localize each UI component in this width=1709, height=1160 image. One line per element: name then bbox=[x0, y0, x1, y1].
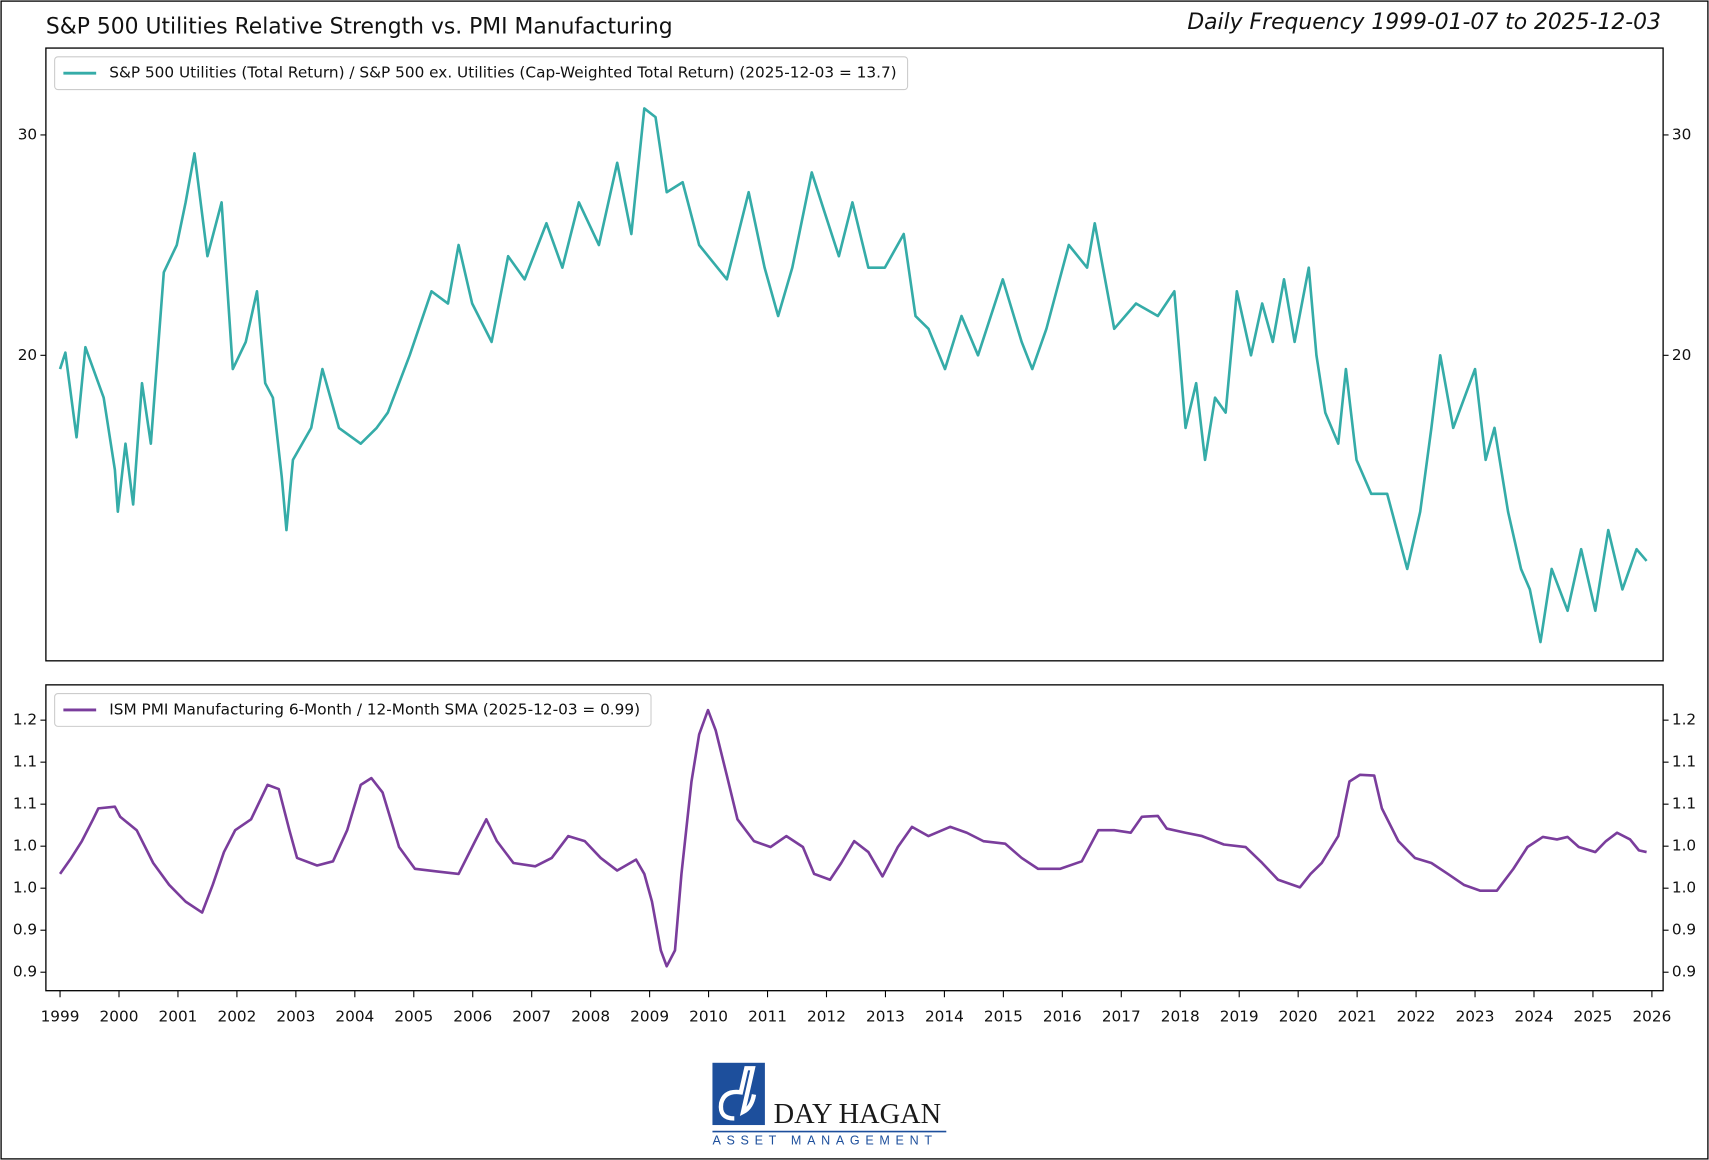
y-tick-label: 1.2 bbox=[13, 711, 37, 729]
series-line bbox=[58, 107, 1648, 644]
x-tick-label: 2006 bbox=[453, 1007, 492, 1025]
x-tick-label: 2011 bbox=[748, 1007, 787, 1025]
x-tick-label: 2008 bbox=[571, 1007, 610, 1025]
x-tick-label: 2004 bbox=[335, 1007, 374, 1025]
x-tick-label: 2003 bbox=[276, 1007, 315, 1025]
y-tick-label-right: 1.0 bbox=[1672, 837, 1696, 855]
y-tick-label: 0.9 bbox=[13, 921, 37, 939]
x-tick-label: 2022 bbox=[1397, 1007, 1436, 1025]
x-tick-label: 2000 bbox=[100, 1007, 139, 1025]
x-tick-label: 2012 bbox=[807, 1007, 846, 1025]
x-tick-label: 2002 bbox=[217, 1007, 256, 1025]
x-tick-label: 2023 bbox=[1456, 1007, 1495, 1025]
x-tick-label: 2019 bbox=[1220, 1007, 1259, 1025]
logo: DAY HAGAN ASSET MANAGEMENT bbox=[712, 1062, 947, 1148]
y-tick-label: 1.0 bbox=[13, 837, 37, 855]
x-tick-label: 2020 bbox=[1279, 1007, 1318, 1025]
y-tick-label-right: 1.1 bbox=[1672, 795, 1696, 813]
legend: ISM PMI Manufacturing 6-Month / 12-Month… bbox=[54, 693, 652, 727]
legend: S&P 500 Utilities (Total Return) / S&P 5… bbox=[54, 56, 909, 91]
x-tick-label: 2013 bbox=[866, 1007, 905, 1025]
x-tick-label: 2024 bbox=[1515, 1007, 1554, 1025]
legend-box bbox=[54, 56, 909, 91]
legend-label: ISM PMI Manufacturing 6-Month / 12-Month… bbox=[109, 700, 640, 718]
x-tick-label: 2014 bbox=[925, 1007, 964, 1025]
y-tick-label-right: 20 bbox=[1672, 346, 1691, 364]
y-tick-label-right: 1.0 bbox=[1672, 879, 1696, 897]
x-tick-label: 2010 bbox=[689, 1007, 728, 1025]
x-tick-label: 2001 bbox=[159, 1007, 198, 1025]
chart-title: S&P 500 Utilities Relative Strength vs. … bbox=[46, 14, 673, 39]
x-tick-label: 2007 bbox=[512, 1007, 551, 1025]
logo-name: DAY HAGAN bbox=[774, 1099, 942, 1130]
legend-box bbox=[54, 693, 652, 727]
plot-frame bbox=[45, 47, 1664, 662]
x-tick-label: 2025 bbox=[1573, 1007, 1612, 1025]
y-tick-label: 1.0 bbox=[13, 879, 37, 897]
x-tick-label: 2009 bbox=[630, 1007, 669, 1025]
x-tick-label: 2026 bbox=[1632, 1007, 1671, 1025]
x-tick-label: 2021 bbox=[1338, 1007, 1377, 1025]
x-tick-label: 2018 bbox=[1161, 1007, 1200, 1025]
x-tick-label: 2015 bbox=[984, 1007, 1023, 1025]
logo-tagline: ASSET MANAGEMENT bbox=[712, 1134, 937, 1148]
y-tick-label: 20 bbox=[18, 346, 37, 364]
plot-frame bbox=[45, 684, 1664, 992]
y-tick-label: 0.9 bbox=[13, 963, 37, 981]
x-tick-label: 1999 bbox=[41, 1007, 80, 1025]
y-tick-label-right: 1.2 bbox=[1672, 711, 1696, 729]
y-tick-label-right: 0.9 bbox=[1672, 963, 1696, 981]
y-tick-label: 1.1 bbox=[13, 753, 37, 771]
y-tick-label: 30 bbox=[18, 125, 37, 143]
y-tick-label-right: 30 bbox=[1672, 125, 1691, 143]
x-tick-label: 2017 bbox=[1102, 1007, 1141, 1025]
logo-glyph bbox=[718, 1066, 757, 1121]
series-line bbox=[58, 708, 1647, 968]
y-tick-label: 1.1 bbox=[13, 795, 37, 813]
chart-subtitle: Daily Frequency 1999-01-07 to 2025-12-03 bbox=[1187, 10, 1661, 35]
x-tick-label: 2016 bbox=[1043, 1007, 1082, 1025]
legend-label: S&P 500 Utilities (Total Return) / S&P 5… bbox=[109, 64, 896, 82]
x-tick-label: 2005 bbox=[394, 1007, 433, 1025]
y-tick-label-right: 0.9 bbox=[1672, 921, 1696, 939]
y-tick-label-right: 1.1 bbox=[1672, 753, 1696, 771]
